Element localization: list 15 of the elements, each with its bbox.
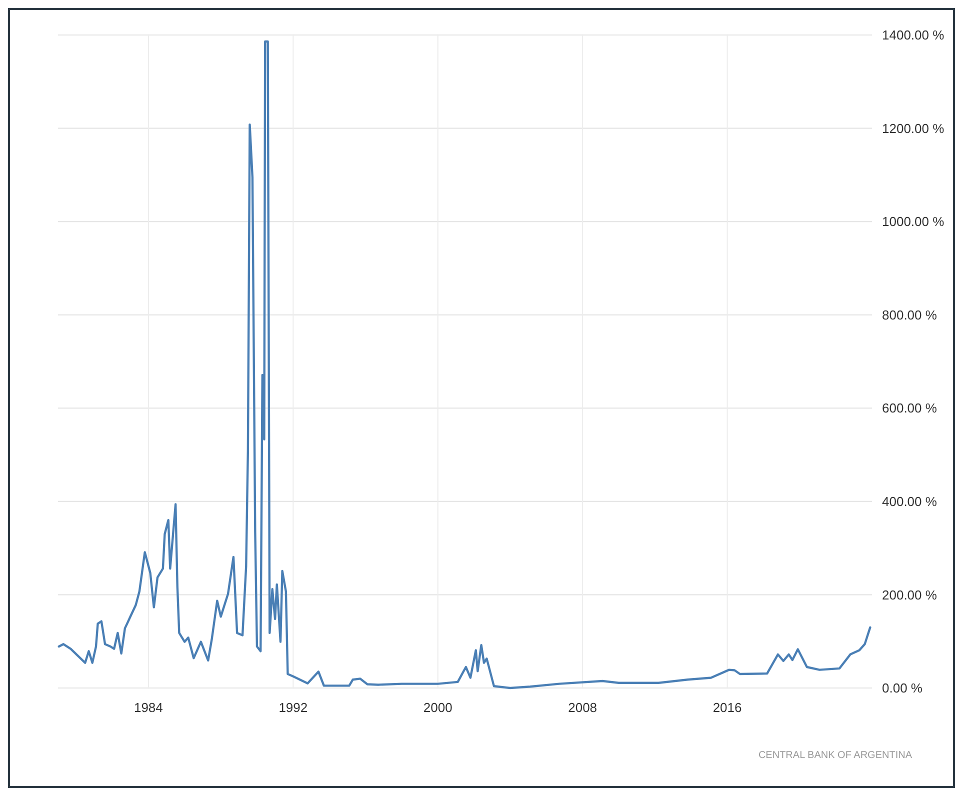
y-tick-label: 200.00 %: [882, 587, 938, 602]
x-tick-label: 1992: [278, 700, 308, 715]
y-tick-label: 1200.00 %: [882, 120, 945, 136]
y-tick-label: 800.00 %: [882, 307, 938, 322]
y-tick-label: 0.00 %: [882, 680, 923, 696]
x-tick-label: 2016: [712, 700, 742, 715]
y-tick-label: 400.00 %: [882, 494, 938, 509]
y-tick-label: 600.00 %: [882, 400, 938, 416]
text: CENTRAL BANK OF ARGENTINA: [758, 750, 912, 761]
x-tick-label: 2000: [423, 700, 452, 715]
x-tick-label: 2008: [568, 700, 598, 715]
y-tick-label: 1400.00 %: [882, 28, 945, 43]
line-series: [58, 40, 872, 690]
x-tick-label: 1984: [134, 700, 163, 715]
y-tick-label: 1000.00 %: [882, 214, 945, 230]
